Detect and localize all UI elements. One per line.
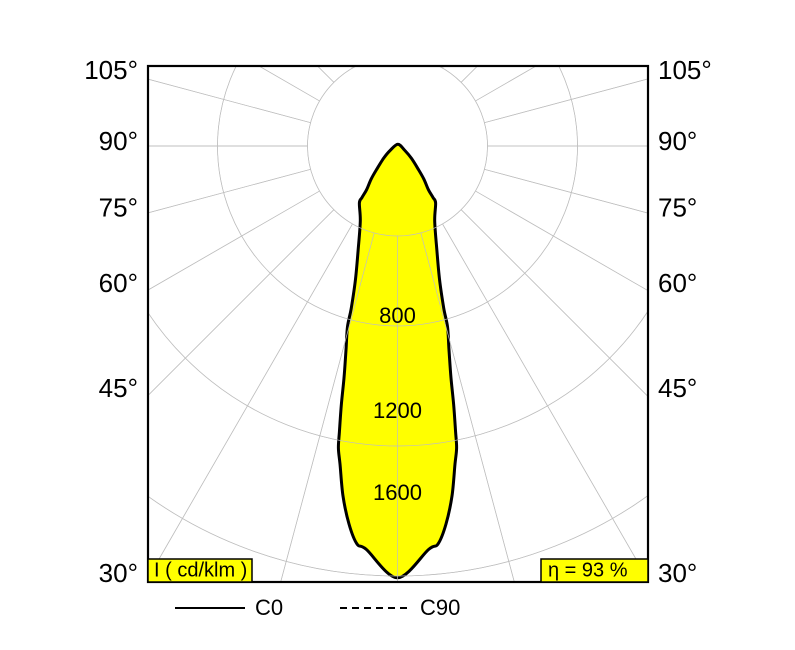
svg-text:90°: 90°: [99, 126, 138, 156]
svg-text:60°: 60°: [658, 268, 697, 298]
svg-text:90°: 90°: [658, 126, 697, 156]
svg-text:60°: 60°: [99, 268, 138, 298]
svg-text:45°: 45°: [99, 373, 138, 403]
svg-text:75°: 75°: [99, 192, 138, 222]
svg-text:1200: 1200: [373, 398, 422, 423]
svg-text:η = 93 %: η = 93 %: [548, 559, 628, 581]
svg-text:30°: 30°: [658, 558, 697, 588]
svg-text:75°: 75°: [658, 192, 697, 222]
svg-text:105°: 105°: [658, 55, 712, 85]
svg-text:105°: 105°: [84, 55, 138, 85]
svg-text:1600: 1600: [373, 480, 422, 505]
svg-text:I ( cd/klm ): I ( cd/klm ): [154, 559, 247, 581]
svg-text:30°: 30°: [99, 558, 138, 588]
svg-text:C0: C0: [255, 595, 283, 620]
svg-text:45°: 45°: [658, 373, 697, 403]
svg-text:800: 800: [379, 303, 416, 328]
svg-text:C90: C90: [420, 595, 460, 620]
